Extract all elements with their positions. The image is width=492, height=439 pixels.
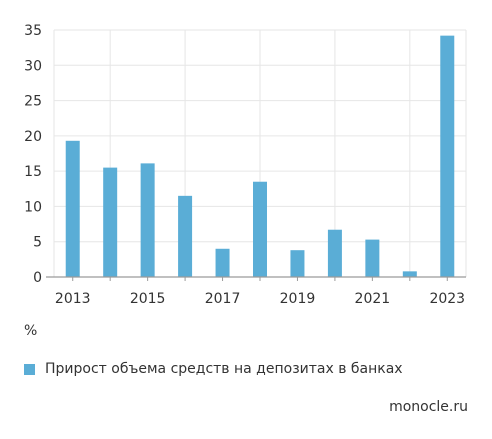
bar [440,35,455,277]
y-tick-label: 35 [24,23,42,39]
bar [178,195,193,277]
bars [65,35,455,277]
axes [46,276,466,281]
x-tick-label: 2013 [55,291,91,307]
bar-chart: 0 5 10 15 20 25 30 35 2013 2015 2017 2019 2021 2023 [24,23,467,307]
bar [327,229,342,277]
bar [365,239,380,277]
tick-labels: 0 5 10 15 20 25 30 35 2013 2015 2017 2019 2021 2023 [24,23,465,307]
bar [253,181,267,277]
x-tick-label: 2015 [130,291,166,307]
grid-lines [53,29,467,277]
y-tick-label: 15 [24,164,42,180]
bar [140,163,155,277]
legend-swatch [24,363,35,375]
bar [290,250,305,277]
x-tick-label: 2021 [355,291,391,307]
legend: Прирост объема средств на депозитах в ба… [24,361,403,377]
source-label: monocle.ru [389,399,468,415]
bar [65,140,80,277]
y-tick-label: 5 [33,235,42,251]
bar [215,248,230,277]
y-tick-label: 0 [33,270,42,286]
x-tick-label: 2019 [280,291,316,307]
x-tick-label: 2023 [429,291,465,307]
y-tick-label: 20 [24,129,42,145]
bar [402,271,417,277]
y-tick-label: 30 [24,58,42,74]
x-tick-label: 2017 [205,291,241,307]
y-tick-label: 10 [24,199,42,215]
y-tick-label: 25 [24,94,42,110]
legend-label: Прирост объема средств на депозитах в ба… [45,361,403,377]
y-unit-label: % [24,323,38,339]
bar [103,167,118,277]
